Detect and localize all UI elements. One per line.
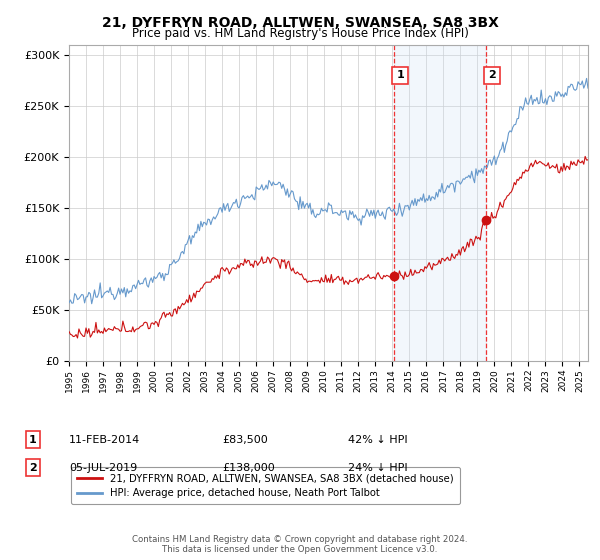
Text: 1: 1 xyxy=(29,435,37,445)
Text: Price paid vs. HM Land Registry's House Price Index (HPI): Price paid vs. HM Land Registry's House … xyxy=(131,27,469,40)
Text: £83,500: £83,500 xyxy=(222,435,268,445)
Text: 42% ↓ HPI: 42% ↓ HPI xyxy=(348,435,407,445)
Text: 1: 1 xyxy=(396,71,404,81)
Text: £138,000: £138,000 xyxy=(222,463,275,473)
Text: 2: 2 xyxy=(29,463,37,473)
Text: 11-FEB-2014: 11-FEB-2014 xyxy=(69,435,140,445)
Text: 24% ↓ HPI: 24% ↓ HPI xyxy=(348,463,407,473)
Text: 05-JUL-2019: 05-JUL-2019 xyxy=(69,463,137,473)
Text: 21, DYFFRYN ROAD, ALLTWEN, SWANSEA, SA8 3BX: 21, DYFFRYN ROAD, ALLTWEN, SWANSEA, SA8 … xyxy=(101,16,499,30)
Text: 2: 2 xyxy=(488,71,496,81)
Legend: 21, DYFFRYN ROAD, ALLTWEN, SWANSEA, SA8 3BX (detached house), HPI: Average price: 21, DYFFRYN ROAD, ALLTWEN, SWANSEA, SA8 … xyxy=(71,468,460,505)
Text: Contains HM Land Registry data © Crown copyright and database right 2024.
This d: Contains HM Land Registry data © Crown c… xyxy=(132,535,468,554)
Bar xyxy=(394,45,486,361)
